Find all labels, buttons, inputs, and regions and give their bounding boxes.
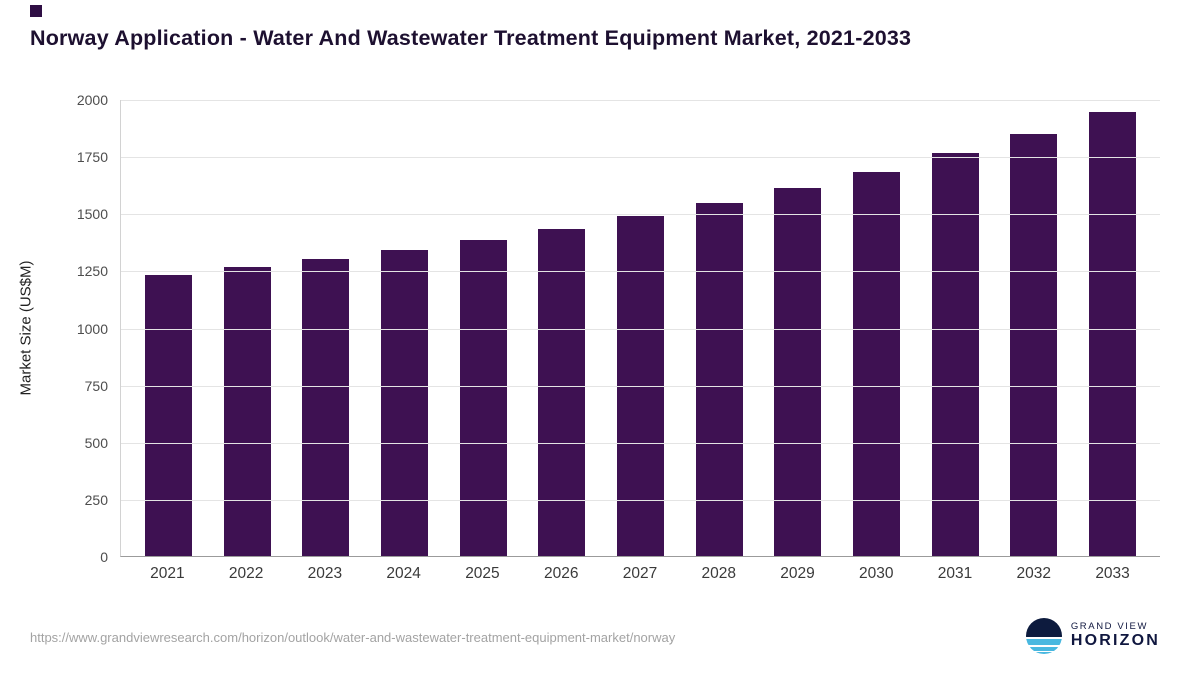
gridline	[121, 100, 1160, 101]
x-tick-label: 2024	[386, 565, 421, 582]
y-tick-label: 750	[84, 377, 108, 394]
x-tick-label: 2028	[701, 565, 736, 582]
x-tick-label: 2027	[622, 565, 658, 582]
y-tick-label: 2000	[76, 92, 108, 108]
logo-line-grand-view: GRAND VIEW	[1070, 620, 1149, 632]
bar-2025	[459, 239, 507, 556]
bar-2026	[538, 229, 586, 556]
x-axis-labels: 2021 2022 2023 2024 2025 2026 2027 2028 2029 2030…	[120, 565, 1160, 583]
grand-view-horizon-logo: GRAND VIEW HORIZON	[1025, 618, 1160, 654]
y-axis-title: Market Size (US$M)	[17, 260, 35, 396]
y-tick-label: 250	[84, 491, 108, 508]
x-tick-label: 2030	[859, 565, 894, 582]
x-tick-label: 2021	[150, 565, 185, 582]
y-tick-label: 500	[84, 434, 108, 451]
bar-2029	[774, 188, 822, 556]
x-tick-label: 2026	[543, 565, 579, 582]
x-tick-label: 2025	[465, 565, 500, 582]
logo-line-horizon: HORIZON	[1070, 632, 1160, 650]
x-tick-label: 2029	[780, 565, 815, 582]
bar-2031	[931, 153, 979, 556]
y-tick-label: 1250	[76, 263, 108, 280]
gridline	[121, 499, 1160, 501]
y-tick-label: 1750	[76, 149, 108, 166]
x-tick-label: 2022	[228, 565, 264, 582]
accent-square	[30, 5, 42, 17]
page-title: Norway Application - Water And Wastewate…	[30, 26, 912, 50]
bar-2033	[1089, 112, 1137, 556]
bar-2032	[1010, 133, 1058, 556]
x-tick-label: 2032	[1016, 565, 1052, 582]
gridline	[121, 328, 1160, 330]
x-tick-label: 2023	[307, 565, 343, 582]
bar-2022	[223, 266, 271, 556]
bar-2024	[380, 249, 428, 556]
gridline	[121, 442, 1160, 444]
chart-plot-area	[120, 100, 1160, 557]
gridline	[121, 214, 1160, 216]
x-tick-label: 2031	[937, 565, 973, 582]
gridline	[121, 385, 1160, 387]
source-url: https://www.grandviewresearch.com/horizo…	[30, 630, 676, 645]
bar-2030	[853, 171, 901, 556]
y-tick-label: 1500	[76, 206, 108, 223]
horizon-logo-icon	[1025, 618, 1062, 654]
y-tick-label: 1000	[76, 320, 108, 337]
gridline	[121, 271, 1160, 273]
gridline	[121, 157, 1160, 159]
bar-2028	[695, 203, 743, 556]
bar-2021	[144, 275, 192, 556]
logo-text: GRAND VIEW HORIZON	[1070, 620, 1160, 650]
bar-series	[121, 100, 1160, 556]
bar-2023	[302, 258, 350, 556]
x-tick-label: 2033	[1095, 565, 1130, 582]
y-tick-label: 0	[100, 549, 108, 565]
